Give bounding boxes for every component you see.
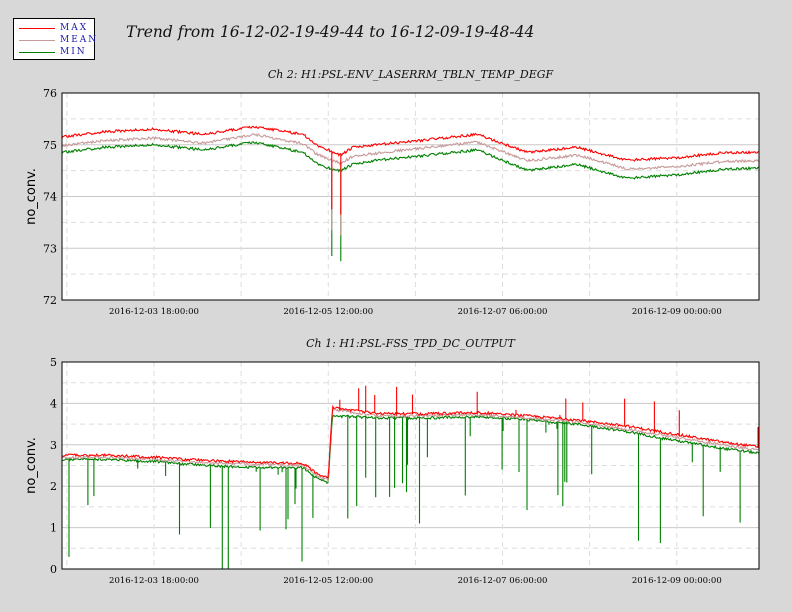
- y-tick-label: 0: [50, 563, 57, 576]
- x-tick-label: 2016-12-07 06:00:00: [458, 307, 548, 317]
- legend-item-max: MAX: [14, 22, 96, 34]
- legend-swatch-min: [19, 52, 55, 53]
- x-tick-label: 2016-12-09 00:00:00: [632, 576, 722, 586]
- y-tick-label: 5: [50, 356, 57, 369]
- legend-swatch-mean: [19, 40, 55, 41]
- plot-frame: [61, 361, 760, 570]
- x-tick-label: 2016-12-05 12:00:00: [283, 576, 373, 586]
- x-tick-label: 2016-12-03 18:00:00: [109, 576, 199, 586]
- x-tick-label: 2016-12-05 12:00:00: [283, 307, 373, 317]
- legend-item-min: MIN: [14, 46, 96, 58]
- y-tick-label: 74: [43, 191, 57, 204]
- legend-item-mean: MEAN: [14, 34, 96, 46]
- x-tick-label: 2016-12-07 06:00:00: [458, 576, 548, 586]
- page-title: Trend from 16-12-02-19-49-44 to 16-12-09…: [126, 23, 535, 41]
- series-line-min: [62, 414, 759, 569]
- y-axis-label: no_conv.: [24, 168, 39, 225]
- series-line-max: [62, 385, 759, 479]
- y-tick-label: 75: [43, 139, 57, 152]
- y-tick-label: 76: [43, 87, 57, 100]
- legend-label-max: MAX: [60, 23, 89, 33]
- legend-label-min: MIN: [60, 47, 87, 57]
- y-tick-label: 72: [43, 294, 57, 307]
- y-tick-label: 1: [50, 522, 57, 535]
- x-tick-label: 2016-12-09 00:00:00: [632, 307, 722, 317]
- y-tick-label: 73: [43, 242, 57, 255]
- legend-label-mean: MEAN: [60, 35, 99, 45]
- x-tick-label: 2016-12-03 18:00:00: [109, 307, 199, 317]
- chart-title: Ch 2: H1:PSL-ENV_LASERRM_TBLN_TEMP_DEGF: [268, 68, 554, 81]
- legend: MAX MEAN MIN: [13, 18, 96, 60]
- chart-panel-1: Ch 2: H1:PSL-ENV_LASERRM_TBLN_TEMP_DEGF 7…: [24, 68, 760, 317]
- y-axis-label: no_conv.: [24, 437, 39, 494]
- plot-frame: [61, 92, 760, 301]
- y-tick-label: 2: [50, 480, 57, 493]
- series-line-mean: [62, 133, 759, 236]
- series-line-min: [62, 141, 759, 262]
- chart-title: Ch 1: H1:PSL-FSS_TPD_DC_OUTPUT: [306, 337, 516, 350]
- series-line-max: [62, 125, 759, 215]
- y-tick-label: 3: [50, 439, 57, 452]
- series-line-mean: [62, 408, 759, 483]
- plot-area: [62, 362, 759, 569]
- legend-swatch-max: [19, 28, 55, 29]
- chart-panel-2: Ch 1: H1:PSL-FSS_TPD_DC_OUTPUT 0 1 2 3 4 5 2016…: [24, 337, 760, 586]
- y-tick-label: 4: [50, 397, 57, 410]
